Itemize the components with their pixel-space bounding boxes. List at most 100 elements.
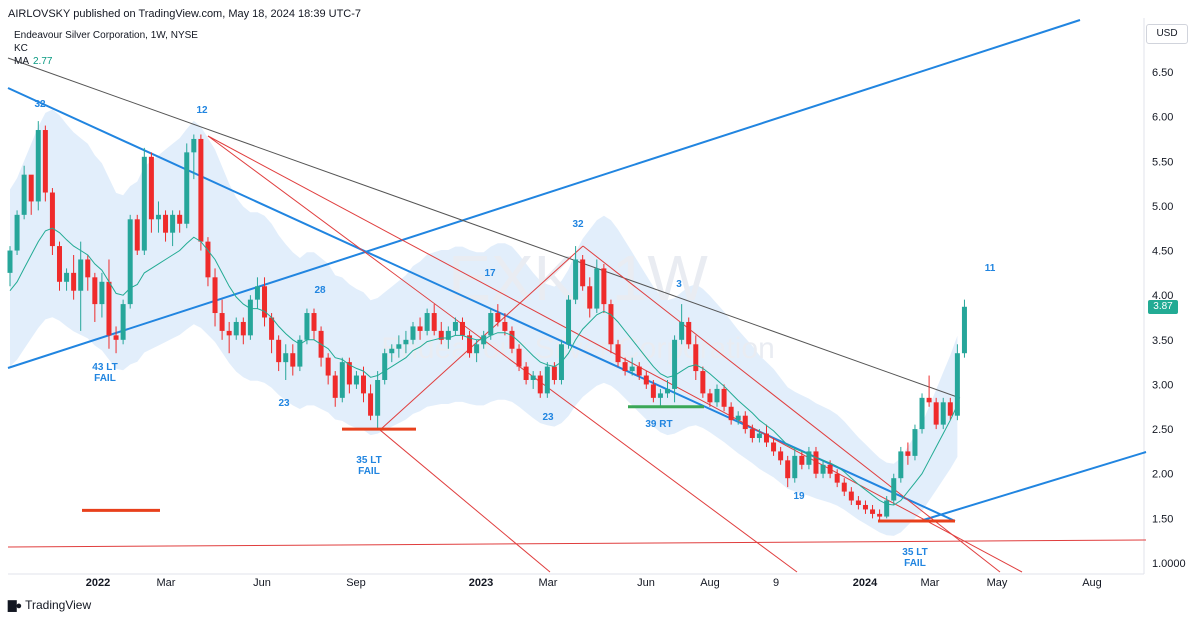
candle-body — [240, 321, 246, 336]
candle — [940, 397, 946, 430]
candle — [42, 125, 48, 202]
candle-body — [361, 375, 366, 394]
channel-red-fall — [582, 245, 1001, 573]
candle — [205, 237, 211, 287]
candle-body — [778, 451, 784, 461]
candle — [459, 317, 465, 340]
candle-body — [919, 397, 925, 430]
x-tick-label: Mar — [157, 577, 176, 589]
candle — [771, 438, 777, 456]
candle-body — [35, 130, 41, 202]
candle-body — [954, 353, 960, 416]
candle-body — [148, 156, 154, 220]
watermark-ticker: EXK, 1W — [448, 242, 708, 314]
candle-body — [827, 464, 833, 474]
candle-body — [120, 304, 126, 340]
candle-body — [785, 460, 791, 479]
candle-body — [269, 317, 275, 340]
candle — [961, 299, 967, 358]
candle — [707, 388, 713, 407]
candle-body — [170, 214, 176, 233]
candle-body — [353, 375, 359, 385]
candle — [665, 379, 671, 398]
candle — [14, 210, 20, 256]
channel-red-mid — [207, 135, 798, 573]
candle-body — [841, 482, 847, 492]
x-tick-label: Aug — [700, 577, 720, 589]
candle — [240, 317, 246, 345]
candle-body — [431, 313, 437, 331]
x-tick-label: Mar — [921, 577, 940, 589]
candle-body — [14, 214, 20, 251]
candle-body — [254, 286, 260, 300]
candle-body — [580, 259, 586, 287]
candle — [735, 411, 741, 425]
candle-body — [905, 451, 911, 456]
candle-body — [912, 429, 918, 456]
x-tick-label: 9 — [773, 577, 779, 589]
x-tick-label: 2024 — [853, 577, 878, 589]
candle-body — [933, 402, 939, 425]
trendline-blue-lower — [919, 451, 1147, 522]
candle — [848, 487, 854, 505]
candle-body — [7, 250, 13, 273]
candle — [643, 371, 649, 389]
candle — [495, 304, 501, 327]
candle-body — [85, 259, 91, 278]
candle-body — [21, 174, 27, 215]
ma-legend[interactable]: MA 2.77 — [14, 56, 52, 67]
candle-body — [516, 348, 522, 367]
count-annotation: 19 — [793, 491, 805, 502]
candle — [269, 313, 275, 354]
symbol-title[interactable]: Endeavour Silver Corporation, 1W, NYSE — [14, 30, 198, 41]
candle-body — [834, 473, 840, 483]
candle-body — [417, 326, 423, 331]
candle — [311, 308, 317, 340]
candle-body — [445, 330, 451, 340]
candle-body — [247, 299, 253, 336]
candle-body — [290, 353, 296, 367]
candle — [799, 451, 805, 470]
trendline-blue-down — [7, 87, 956, 522]
candle-body — [396, 344, 402, 349]
candle — [686, 317, 692, 349]
candle — [537, 371, 543, 398]
x-tick-label: May — [987, 577, 1008, 589]
footer-brand[interactable]: ▇● TradingView — [8, 598, 91, 612]
candle — [551, 362, 557, 385]
candle — [516, 344, 522, 372]
candle — [375, 371, 381, 430]
ma-label: MA — [14, 56, 29, 67]
candle-body — [297, 339, 303, 367]
candle-body — [346, 362, 352, 385]
candle — [332, 371, 338, 407]
y-tick-label: 3.00 — [1152, 379, 1173, 391]
candle-body — [643, 375, 649, 385]
candle-body — [438, 330, 444, 340]
candle-body — [509, 330, 515, 349]
candle-body — [961, 306, 967, 354]
candle — [452, 317, 458, 336]
candle — [905, 442, 911, 465]
candle — [749, 424, 755, 443]
candle-body — [99, 281, 105, 305]
count-annotation: 28 — [314, 285, 326, 296]
candle-body — [728, 406, 734, 421]
y-tick-label: 2.50 — [1152, 424, 1173, 436]
support-label-line2: FAIL — [94, 373, 116, 384]
candle-body — [898, 451, 904, 479]
candle-body — [219, 313, 225, 331]
candle — [325, 353, 331, 385]
candle-body — [495, 313, 501, 322]
currency-button[interactable]: USD — [1146, 24, 1188, 44]
candle — [622, 357, 628, 376]
count-annotation: 3 — [676, 279, 682, 290]
candle-body — [537, 375, 543, 394]
kc-legend[interactable]: KC — [14, 43, 28, 54]
candle-body — [467, 335, 473, 354]
candle — [155, 201, 161, 233]
candle — [530, 371, 536, 389]
y-tick-label: 1.50 — [1152, 513, 1173, 525]
candle — [841, 478, 847, 497]
